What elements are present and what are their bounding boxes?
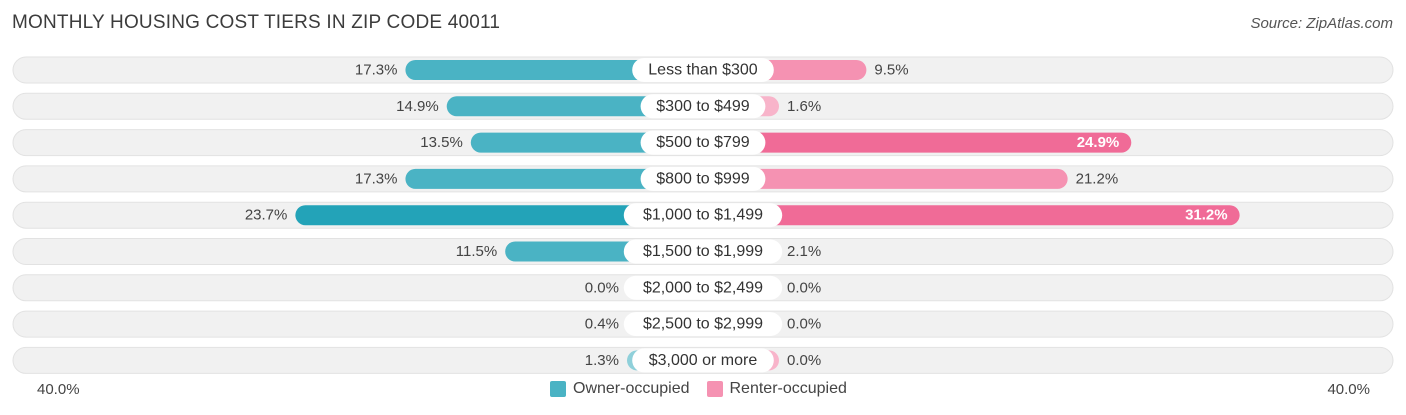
category-label: Less than $300 xyxy=(648,62,758,79)
category-pill xyxy=(640,130,766,155)
axis-label-left: 40.0% xyxy=(37,381,80,398)
legend-item-renter: Renter-occupied xyxy=(706,380,847,398)
legend-swatch-owner xyxy=(550,381,566,397)
category-pill xyxy=(632,348,774,373)
source-note: Source: ZipAtlas.com xyxy=(1250,15,1393,32)
chart-title: MONTHLY HOUSING COST TIERS IN ZIP CODE 4… xyxy=(12,12,501,33)
owner-bar xyxy=(405,60,703,80)
owner-value-label: 0.0% xyxy=(585,279,619,296)
category-label: $3,000 or more xyxy=(649,352,758,369)
renter-bar xyxy=(703,132,1132,153)
category-pill xyxy=(640,94,766,119)
category-pill xyxy=(623,239,783,264)
renter-bar xyxy=(703,168,1068,189)
owner-value-label: 13.5% xyxy=(420,134,463,151)
legend-label-owner: Owner-occupied xyxy=(573,380,690,397)
renter-value-label: 2.1% xyxy=(787,243,821,260)
owner-value-label: 11.5% xyxy=(456,243,497,260)
category-label: $500 to $799 xyxy=(656,134,750,151)
renter-value-label: 0.0% xyxy=(787,316,821,333)
renter-value-label: 9.5% xyxy=(874,62,908,79)
legend-item-owner: Owner-occupied xyxy=(550,380,690,398)
renter-value-label: 0.0% xyxy=(787,279,821,296)
legend-swatch-renter xyxy=(706,381,723,397)
category-label: $1,500 to $1,999 xyxy=(643,243,763,260)
category-pill xyxy=(623,203,783,228)
renter-value-label: 0.0% xyxy=(787,352,821,369)
category-pill xyxy=(623,275,783,300)
renter-value-label: 1.6% xyxy=(787,98,821,115)
category-label: $1,000 to $1,499 xyxy=(643,207,763,224)
category-label: $800 to $999 xyxy=(656,170,750,187)
chart-legend: Owner-occupied Renter-occupied xyxy=(550,380,864,398)
owner-value-label: 0.4% xyxy=(585,316,619,333)
renter-bar xyxy=(703,205,1240,226)
renter-value-label: 24.9% xyxy=(1077,134,1120,151)
category-label: $300 to $499 xyxy=(656,98,750,115)
owner-value-label: 1.3% xyxy=(585,352,619,369)
owner-bar xyxy=(446,96,703,117)
category-label: $2,000 to $2,499 xyxy=(643,279,763,296)
renter-value-label: 31.2% xyxy=(1185,207,1228,224)
category-label: $2,500 to $2,999 xyxy=(643,316,763,333)
owner-value-label: 23.7% xyxy=(245,207,288,224)
owner-bar xyxy=(295,205,703,226)
axis-label-right: 40.0% xyxy=(1327,381,1370,398)
owner-bar xyxy=(405,168,703,189)
owner-value-label: 17.3% xyxy=(355,62,398,79)
owner-value-label: 17.3% xyxy=(355,170,398,187)
legend-label-renter: Renter-occupied xyxy=(729,380,847,397)
category-pill xyxy=(640,166,766,191)
category-pill xyxy=(632,58,774,82)
owner-value-label: 14.9% xyxy=(396,98,439,115)
renter-value-label: 21.2% xyxy=(1076,170,1119,187)
category-pill xyxy=(623,312,783,337)
